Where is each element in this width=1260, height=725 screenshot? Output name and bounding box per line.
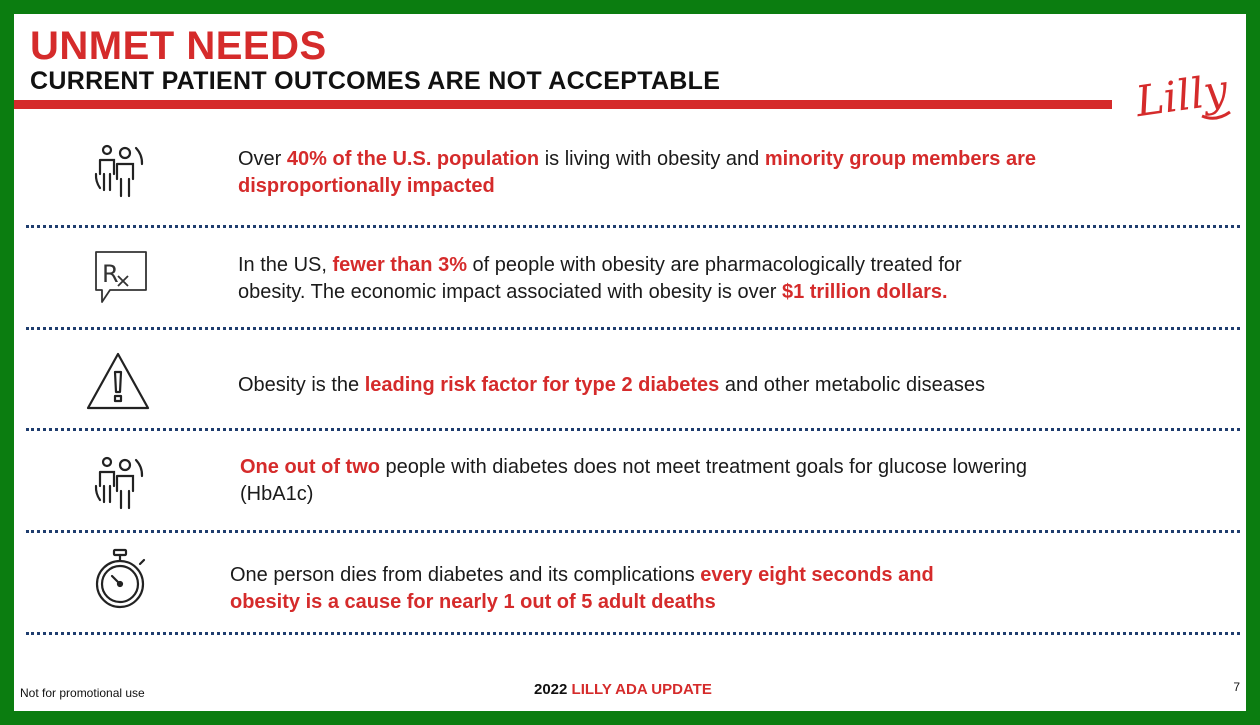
highlight-text: 40% of the U.S. population [286,148,540,170]
lilly-logo: Lilly [1132,66,1238,130]
body-text: obesity. The economic impact associated … [238,281,782,303]
body-text: (HbA1c) [240,483,314,505]
header-rule [14,100,1112,109]
list-item-text: One out of two people with diabetes does… [240,454,1027,508]
body-text: Obesity is the [238,374,365,396]
stopwatch-icon [88,548,152,612]
warning-icon [86,350,150,414]
divider [26,530,1240,533]
prescription-icon: R [90,246,154,310]
body-text: is living with obesity and [539,148,765,170]
slide: UNMET NEEDS CURRENT PATIENT OUTCOMES ARE… [14,14,1246,711]
highlight-text: disproportionally impacted [238,175,495,197]
list-item-text: One person dies from diabetes and its co… [230,562,934,616]
row3-line1: Obesity is the leading risk factor for t… [238,374,985,396]
body-text: and other metabolic diseases [719,374,985,396]
divider [26,428,1240,431]
highlight-text: obesity is a cause for nearly 1 out of 5… [230,591,716,613]
list-item-text: In the US, fewer than 3% of people with … [238,252,962,306]
people-icon [86,450,150,514]
highlight-text: leading risk factor for type 2 diabetes [364,374,720,396]
footer-year: 2022 [534,681,572,698]
divider [26,225,1240,228]
footer-event: 2022 LILLY ADA UPDATE [534,681,712,698]
divider [26,327,1240,330]
highlight-text: One out of two [240,456,380,478]
row1-line2: disproportionally impacted [238,175,495,197]
row4-line2: (HbA1c) [240,483,313,505]
page-subtitle: CURRENT PATIENT OUTCOMES ARE NOT ACCEPTA… [30,67,721,95]
row1-line1: Over 40% of the U.S. population is livin… [238,148,1036,170]
highlight-text: minority group members are [764,148,1036,170]
highlight-text: every eight seconds and [700,564,934,586]
highlight-text: fewer than 3% [332,254,467,276]
footer-event-name: LILLY ADA UPDATE [571,681,712,698]
list-item-text: Obesity is the leading risk factor for t… [238,372,985,399]
page-title: UNMET NEEDS [30,24,327,68]
divider [26,632,1240,635]
row5-line2: obesity is a cause for nearly 1 out of 5… [230,591,716,613]
svg-text:R: R [102,260,119,288]
page-number: 7 [1233,680,1240,694]
body-text: of people with obesity are pharmacologic… [466,254,962,276]
list-item-text: Over 40% of the U.S. population is livin… [238,146,1036,200]
disclaimer: Not for promotional use [20,686,145,700]
body-text: In the US, [238,254,333,276]
row2-line1: In the US, fewer than 3% of people with … [238,254,962,276]
row5-line1: One person dies from diabetes and its co… [230,564,934,586]
highlight-text: $1 trillion dollars. [781,281,948,303]
people-icon [86,138,150,202]
body-text: people with diabetes does not meet treat… [379,456,1028,478]
body-text: Over [238,148,287,170]
row2-line2: obesity. The economic impact associated … [238,281,948,303]
body-text: One person dies from diabetes and its co… [230,564,701,586]
row4-line1: One out of two people with diabetes does… [240,456,1027,478]
